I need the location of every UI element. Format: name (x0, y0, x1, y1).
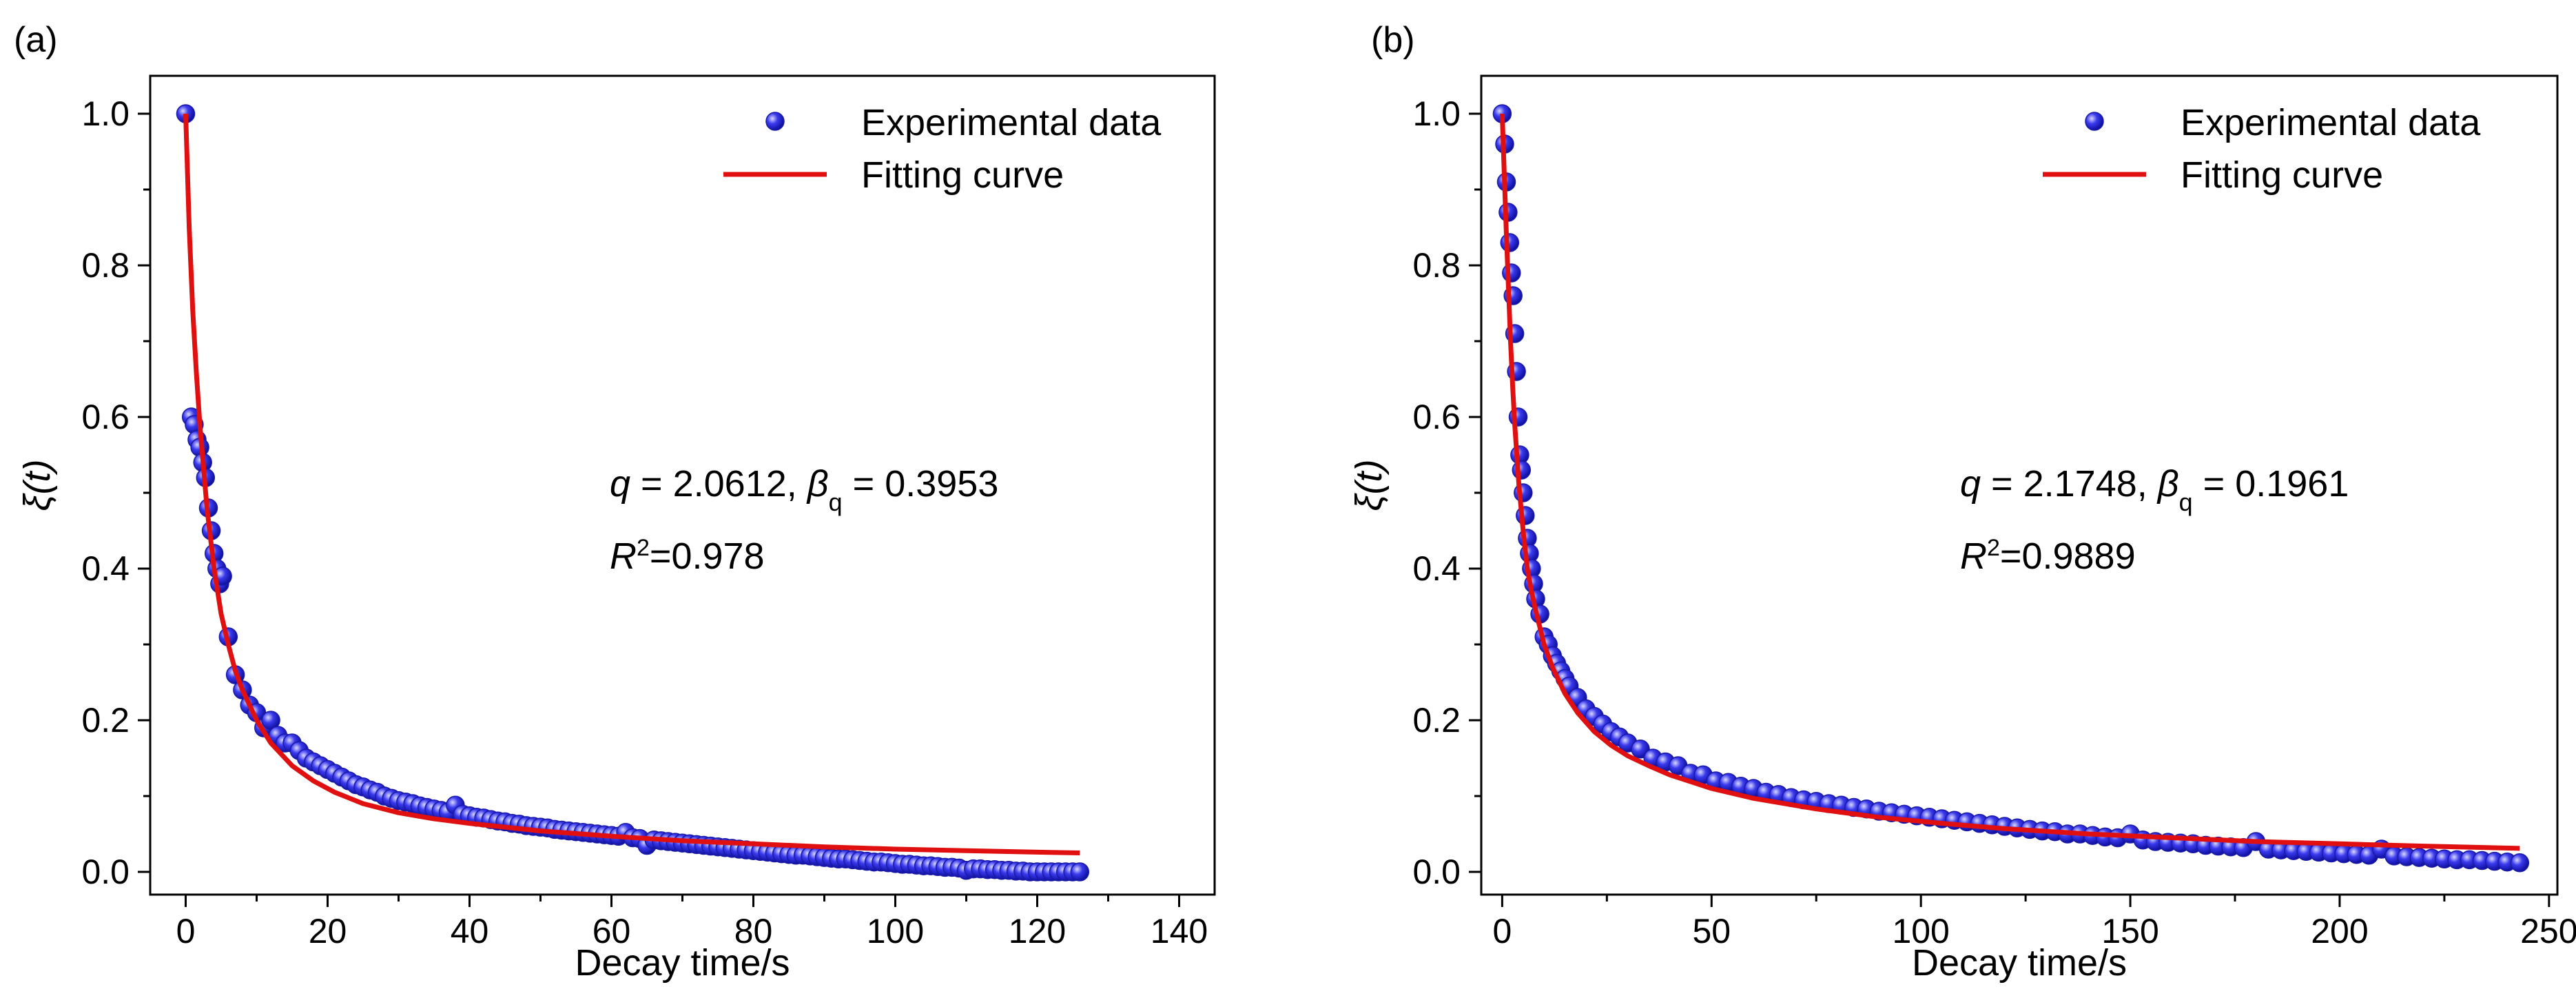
fit-params-text: q = 2.0612, βq = 0.3953 (610, 463, 998, 516)
legend-marker-experimental (2085, 112, 2104, 131)
legend: Experimental data Fitting curve (723, 102, 1162, 196)
anno-beta-label: β (806, 463, 829, 505)
anno-q-value: = 2.1748, (1981, 463, 2158, 505)
anno-q-label: q (1960, 463, 1981, 505)
data-point (1070, 862, 1090, 882)
x-tick-label: 0 (176, 912, 196, 950)
legend: Experimental data Fitting curve (2043, 102, 2481, 196)
y-tick-label: 1.0 (81, 94, 130, 133)
legend-marker-experimental (765, 112, 785, 131)
data-point (2510, 853, 2530, 873)
x-tick-label: 60 (593, 912, 631, 950)
x-tick-label: 50 (1692, 912, 1731, 950)
y-tick-label: 0.2 (1412, 701, 1461, 740)
y-tick-label: 0.0 (81, 853, 130, 891)
panel-label: (a) (14, 20, 58, 60)
plot-frame (1480, 74, 2559, 896)
x-axis-title: Decay time/s (1912, 942, 2127, 984)
x-tick-label: 40 (451, 912, 489, 950)
x-tick-label: 250 (2520, 912, 2576, 950)
x-tick-label: 0 (1492, 912, 1512, 950)
anno-r-value: =0.978 (650, 536, 765, 577)
anno-q-label: q (610, 463, 630, 505)
x-axis-title: Decay time/s (575, 942, 790, 984)
x-tick-label: 140 (1151, 912, 1208, 950)
legend-label-experimental: Experimental data (2181, 102, 2481, 143)
data-point (1502, 263, 1521, 283)
y-tick-label: 0.8 (1412, 246, 1461, 285)
y-axis-title: ξ(t) (1348, 459, 1390, 511)
anno-r-sup: 2 (637, 535, 650, 561)
y-tick-label: 0.4 (81, 549, 130, 588)
y-tick-label: 1.0 (1412, 94, 1461, 133)
fit-params-text: q = 2.1748, βq = 0.1961 (1960, 463, 2349, 516)
y-tick-label: 0.6 (1412, 398, 1461, 436)
fitting-curve-line (1499, 113, 2520, 851)
chart-panel-b: (b) 0 50 100 150 200 250 0.0 0.2 0.4 0.6 0.8 1.0 Deca… (1348, 20, 2576, 984)
r-squared-text: R2=0.978 (610, 535, 765, 577)
legend-label-fitting: Fitting curve (861, 154, 1064, 196)
data-point (1500, 233, 1520, 252)
x-tick-label: 120 (1009, 912, 1066, 950)
anno-q-value: = 2.0612, (630, 463, 807, 505)
anno-r-label: R (1960, 536, 1987, 577)
x-tick-label: 20 (309, 912, 347, 950)
x-tick-label: 150 (2101, 912, 2158, 950)
y-tick-label: 0.6 (81, 398, 130, 436)
legend-label-fitting: Fitting curve (2181, 154, 2383, 196)
anno-r-label: R (610, 536, 637, 577)
x-tick-label: 200 (2311, 912, 2368, 950)
y-axis-title: ξ(t) (17, 459, 58, 511)
x-tick-label: 100 (1892, 912, 1949, 950)
anno-beta-sub: q (829, 488, 843, 516)
anno-beta-value: = 0.3953 (843, 463, 999, 505)
anno-r-sup: 2 (1987, 535, 2000, 561)
anno-r-value: =0.9889 (2000, 536, 2136, 577)
r-squared-text: R2=0.9889 (1960, 535, 2136, 577)
panel-label: (b) (1371, 20, 1415, 60)
y-tick-label: 0.0 (1412, 853, 1461, 891)
anno-beta-value: = 0.1961 (2193, 463, 2349, 505)
y-tick-label: 0.8 (81, 246, 130, 285)
chart-panel-a: (a) 0 20 40 60 80 100 120 140 0.0 0.2 0.4 0.6 0.8 1.0 D… (14, 20, 1216, 984)
anno-beta-label: β (2156, 463, 2179, 505)
fitting-curve-line (183, 113, 1080, 855)
y-tick-label: 0.2 (81, 701, 130, 740)
anno-beta-sub: q (2179, 488, 2193, 516)
x-tick-label: 80 (734, 912, 773, 950)
y-tick-label: 0.4 (1412, 549, 1461, 588)
legend-label-experimental: Experimental data (861, 102, 1162, 143)
x-tick-label: 100 (867, 912, 924, 950)
